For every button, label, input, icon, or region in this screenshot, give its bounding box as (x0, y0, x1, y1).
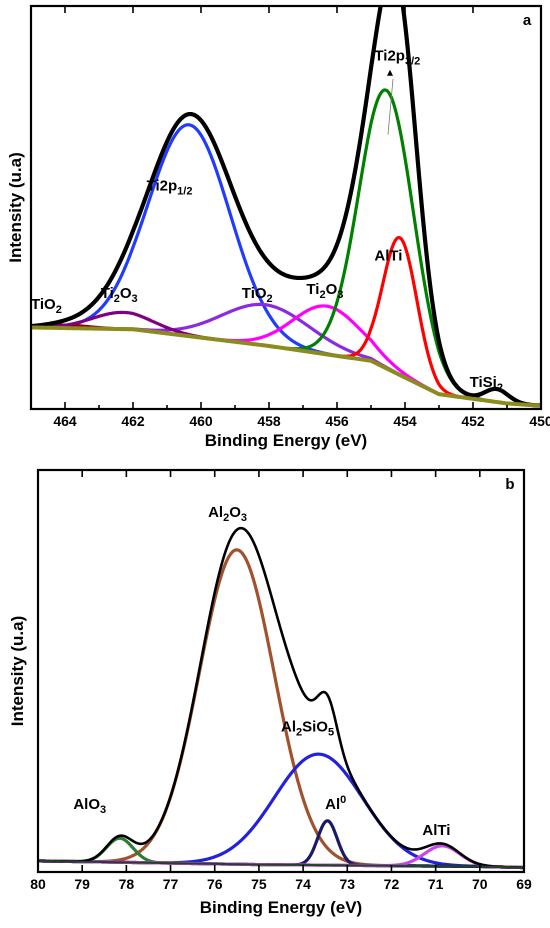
x-tick-label-b-8: 72 (384, 876, 400, 892)
x-axis-title-a: Binding Energy (eV) (205, 431, 367, 450)
peak-curve-a-1 (31, 302, 541, 407)
peak-label-a-1: Ti2O3 (101, 285, 138, 305)
peak-label-a-5: AlTi (374, 248, 402, 265)
x-axis-title-b: Binding Energy (eV) (200, 898, 362, 917)
envelope-curve-b (38, 526, 524, 869)
panel-a-chart: 464 462 460 458 456 454 452 450 Binding Energy (… (6, 4, 550, 450)
x-tick-label-b-10: 70 (472, 876, 488, 892)
peak-label-b-0: AlO3 (73, 796, 106, 816)
background-curve-a (31, 325, 541, 408)
panel-b-chart: 80 79 78 77 76 75 74 73 72 71 70 69 Binding Energy (… (8, 468, 532, 917)
x-tick-label-a-4: 456 (325, 413, 349, 429)
peak-label-a-3: TiO2 (242, 285, 273, 305)
x-tick-label-b-9: 71 (428, 876, 444, 892)
peak-curve-a-4 (31, 235, 541, 407)
plot-frame-b (36, 468, 526, 874)
peak-curve-a-3 (31, 88, 541, 407)
x-tick-label-b-1: 79 (74, 876, 90, 892)
peak-curve-b-1 (38, 752, 524, 870)
peak-label-a-2: Ti2p1/2 (147, 177, 193, 197)
x-tick-label-b-4: 76 (207, 876, 223, 892)
peak-label-a-4: Ti2O3 (306, 281, 343, 301)
panel-letter-b: b (505, 476, 514, 493)
peak-label-b-1: Al2O3 (208, 504, 247, 524)
x-tick-label-a-5: 454 (393, 413, 417, 429)
x-tick-label-b-7: 73 (339, 876, 355, 892)
x-tick-label-b-11: 69 (516, 876, 532, 892)
peak-label-a-0: TiO2 (31, 296, 62, 316)
x-tick-label-b-6: 74 (295, 876, 311, 892)
x-tick-label-a-1: 462 (121, 413, 145, 429)
peak-label-b-2: Al2SiO5 (281, 718, 334, 738)
x-tick-label-a-2: 460 (189, 413, 213, 429)
envelope-curve-a (31, 6, 541, 408)
x-tick-label-b-5: 75 (251, 876, 267, 892)
x-tick-label-b-2: 78 (119, 876, 135, 892)
peak-curve-b-0 (38, 548, 524, 870)
peak-label-a-7: TiSi2 (470, 374, 503, 394)
plot-area-a (31, 6, 541, 408)
x-tick-label-b-0: 80 (30, 876, 46, 892)
plot-frame-a (29, 4, 543, 411)
x-tick-label-a-0: 464 (53, 413, 77, 429)
peak-label-a-6: Ti2p3/2 (374, 47, 420, 67)
x-tick-label-a-7: 450 (529, 413, 550, 429)
peak-curve-a-0 (31, 123, 541, 407)
y-axis-title-b: Intensity (u.a) (8, 616, 27, 727)
plot-area-b (38, 526, 524, 870)
peak-label-b-4: AlTi (422, 822, 450, 839)
background-curve-b (38, 859, 524, 869)
arrow-head-icon (387, 69, 393, 76)
x-tick-label-a-3: 458 (257, 413, 281, 429)
peak-label-b-3: Al0 (325, 794, 346, 813)
x-tick-label-a-6: 452 (461, 413, 485, 429)
x-tick-label-b-3: 77 (163, 876, 179, 892)
y-axis-title-a: Intensity (u.a) (6, 152, 25, 263)
peak-arrow-line (387, 78, 394, 135)
panel-letter-a: a (523, 12, 532, 29)
